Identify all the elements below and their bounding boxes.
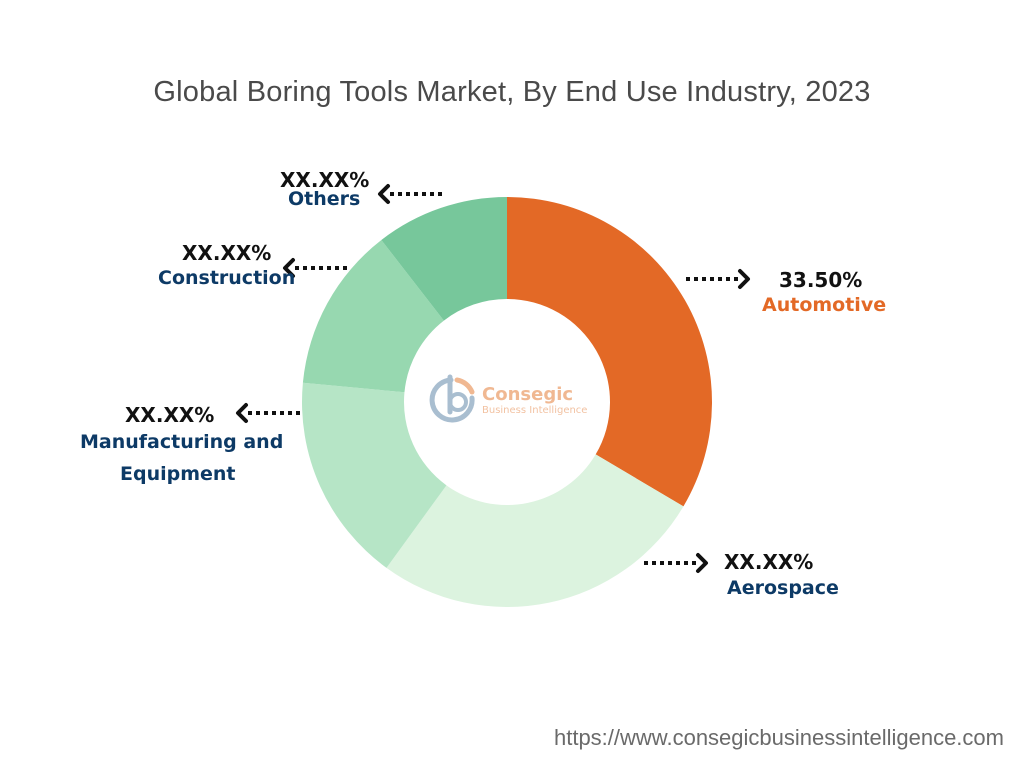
arrowhead-icon-aerospace [696,553,708,573]
source-url: https://www.consegicbusinessintelligence… [553,725,1004,750]
logo-mark [429,374,475,423]
donut-slices [302,196,712,607]
leader-arrows [236,184,750,573]
slice-value-construction: XX.XX% [182,241,272,265]
arrowhead-icon-construction [283,258,295,278]
slice-label-automotive: Automotive [762,294,887,316]
slice-value-manufacturing: XX.XX% [125,403,215,427]
arrowhead-icon-automotive [738,269,750,289]
logo-name: Consegic [482,384,574,405]
logo-accent-icon [454,377,475,395]
donut-slice-manufacturing [302,382,447,568]
arrowhead-icon-others [378,184,390,204]
donut-slice-construction [302,240,444,393]
donut-slice-others [381,196,507,321]
slice-value-aerospace: XX.XX% [724,550,814,574]
logo-ring-icon [429,377,475,423]
slice-label-manufacturing-line2: Equipment [120,463,236,485]
slice-value-others: XX.XX% [280,168,370,192]
slice-label-others: Others [288,188,361,210]
donut-slice-aerospace [386,454,684,607]
chart-title: Global Boring Tools Market, By End Use I… [153,76,871,108]
slice-value-automotive: 33.50% [779,268,863,292]
slice-label-construction: Construction [158,267,296,289]
donut-slice-automotive [507,197,712,507]
logo-bowl-icon [448,392,468,412]
slice-label-manufacturing-line1: Manufacturing and [80,431,284,453]
slice-label-aerospace: Aerospace [727,577,839,599]
logo-subtitle: Business Intelligence [482,405,588,416]
arrowhead-icon-manufacturing [236,403,248,423]
